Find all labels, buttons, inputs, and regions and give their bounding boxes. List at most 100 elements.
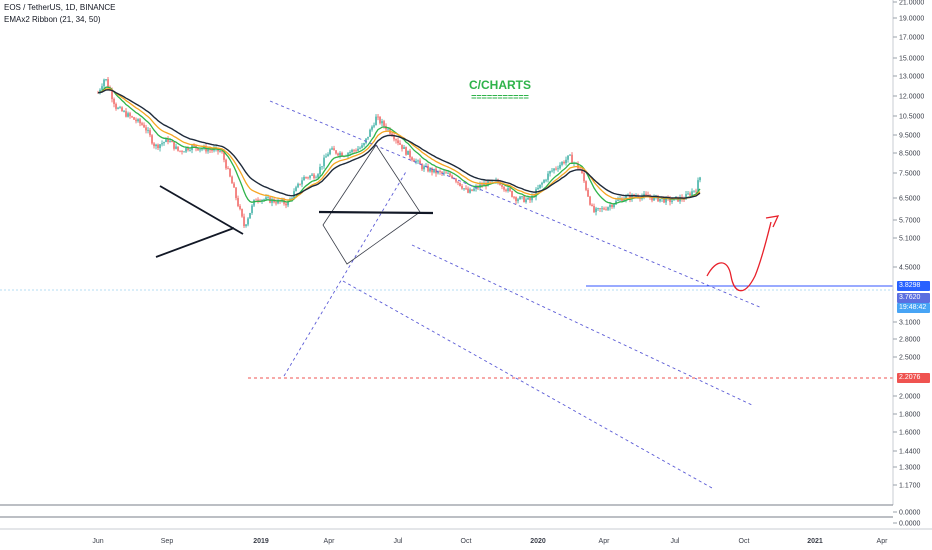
candles [97,76,701,229]
candle-body [621,198,623,202]
time-tick-label: Oct [461,538,472,545]
candle-body [221,150,223,152]
time-tick-label: 2021 [807,538,823,545]
watermark-text: C/CHARTS [469,78,531,92]
candle-body [669,197,671,202]
candle-body [529,197,531,201]
candle-body [151,135,153,144]
candle-body [225,159,227,169]
candle-body [219,150,221,152]
price-tick-label: 13.0000 [899,74,924,81]
candle-body [321,166,323,168]
candle-body [275,202,277,204]
candle-body [421,164,423,170]
candle-body [623,199,625,202]
candle-body [547,173,549,180]
candle-body [513,196,515,198]
candle-body [201,148,203,150]
candle-body [267,197,269,199]
candle-body [653,196,655,201]
candle-body [593,205,595,213]
candle-body [383,121,385,126]
candle-body [333,148,335,151]
candle-body [595,208,597,213]
candle-body [375,116,377,126]
candle-body [603,208,605,210]
candle-body [687,193,689,195]
price-tick-label: 1.4400 [899,449,921,456]
candle-body [315,177,317,179]
candle-body [555,168,557,170]
candle-body [397,140,399,144]
candle-body [381,121,383,124]
candle-body [417,160,419,162]
candle-body [403,147,405,149]
candle-body [371,126,373,130]
candle-body [415,160,417,162]
candle-body [107,79,109,88]
candle-body [423,166,425,170]
candle-body [355,150,357,152]
candle-body [459,182,461,186]
candle-body [645,193,647,195]
candle-body [311,174,313,176]
candle-body [535,189,537,198]
time-axis[interactable]: Jun Sep 2019 Apr Jul Oct 2020 Apr Jul Oct 2021 Apr [92,538,888,545]
price-tick-label: 12.0000 [899,94,924,101]
candle-body [395,139,397,141]
candle-body [209,149,211,151]
candle-body [507,188,509,191]
watermark-title: C/CHARTS =========== [452,78,548,102]
symbol-legend[interactable]: EOS / TetherUS, 1D, BINANCE [4,3,116,12]
candle-body [361,145,363,148]
candle-body [457,181,459,183]
candle-body [445,172,447,174]
candle-body [379,116,381,124]
time-tick-label: Apr [599,538,611,545]
ema-34-line [97,88,701,201]
candle-body [481,184,483,186]
candle-body [357,148,359,151]
candle-body [291,198,293,200]
candle-body [233,183,235,188]
candle-body [663,198,665,203]
candle-body [637,196,639,198]
candle-body [695,190,697,192]
candle-body [313,174,315,179]
time-tick-label: Oct [739,538,750,545]
candle-body [609,205,611,208]
price-tick-label: 3.1000 [899,320,921,327]
candle-body [683,199,685,201]
candle-body [643,193,645,197]
candle-body [97,92,99,94]
time-tick-label: 2020 [530,538,546,545]
candle-body [461,185,463,189]
candle-body [617,199,619,201]
candle-body [651,197,653,201]
triangle-top-line [159,185,244,235]
candle-body [137,119,139,122]
candle-body [625,195,627,200]
candle-body [693,190,695,192]
candle-body [143,124,145,128]
candle-body [319,166,321,175]
candle-body [517,199,519,202]
candle-body [607,207,609,210]
price-tick-label: 0.0000 [899,510,921,517]
candle-body [473,188,475,191]
candle-body [119,107,121,109]
indicator-legend[interactable]: EMAx2 Ribbon (21, 34, 50) [4,15,101,24]
price-axis[interactable]: 21.0000 19.0000 17.0000 15.0000 13.0000 12.00… [0,0,932,530]
price-tick-label: 1.3000 [899,465,921,472]
candle-body [103,79,105,87]
candle-body [523,196,525,203]
candle-body [257,199,259,201]
candle-body [167,138,169,142]
candle-body [539,184,541,188]
candle-body [317,174,319,178]
candle-body [537,187,539,190]
candle-body [117,107,119,109]
rising-trend-line [283,169,408,377]
middle-channel-line [411,244,753,406]
